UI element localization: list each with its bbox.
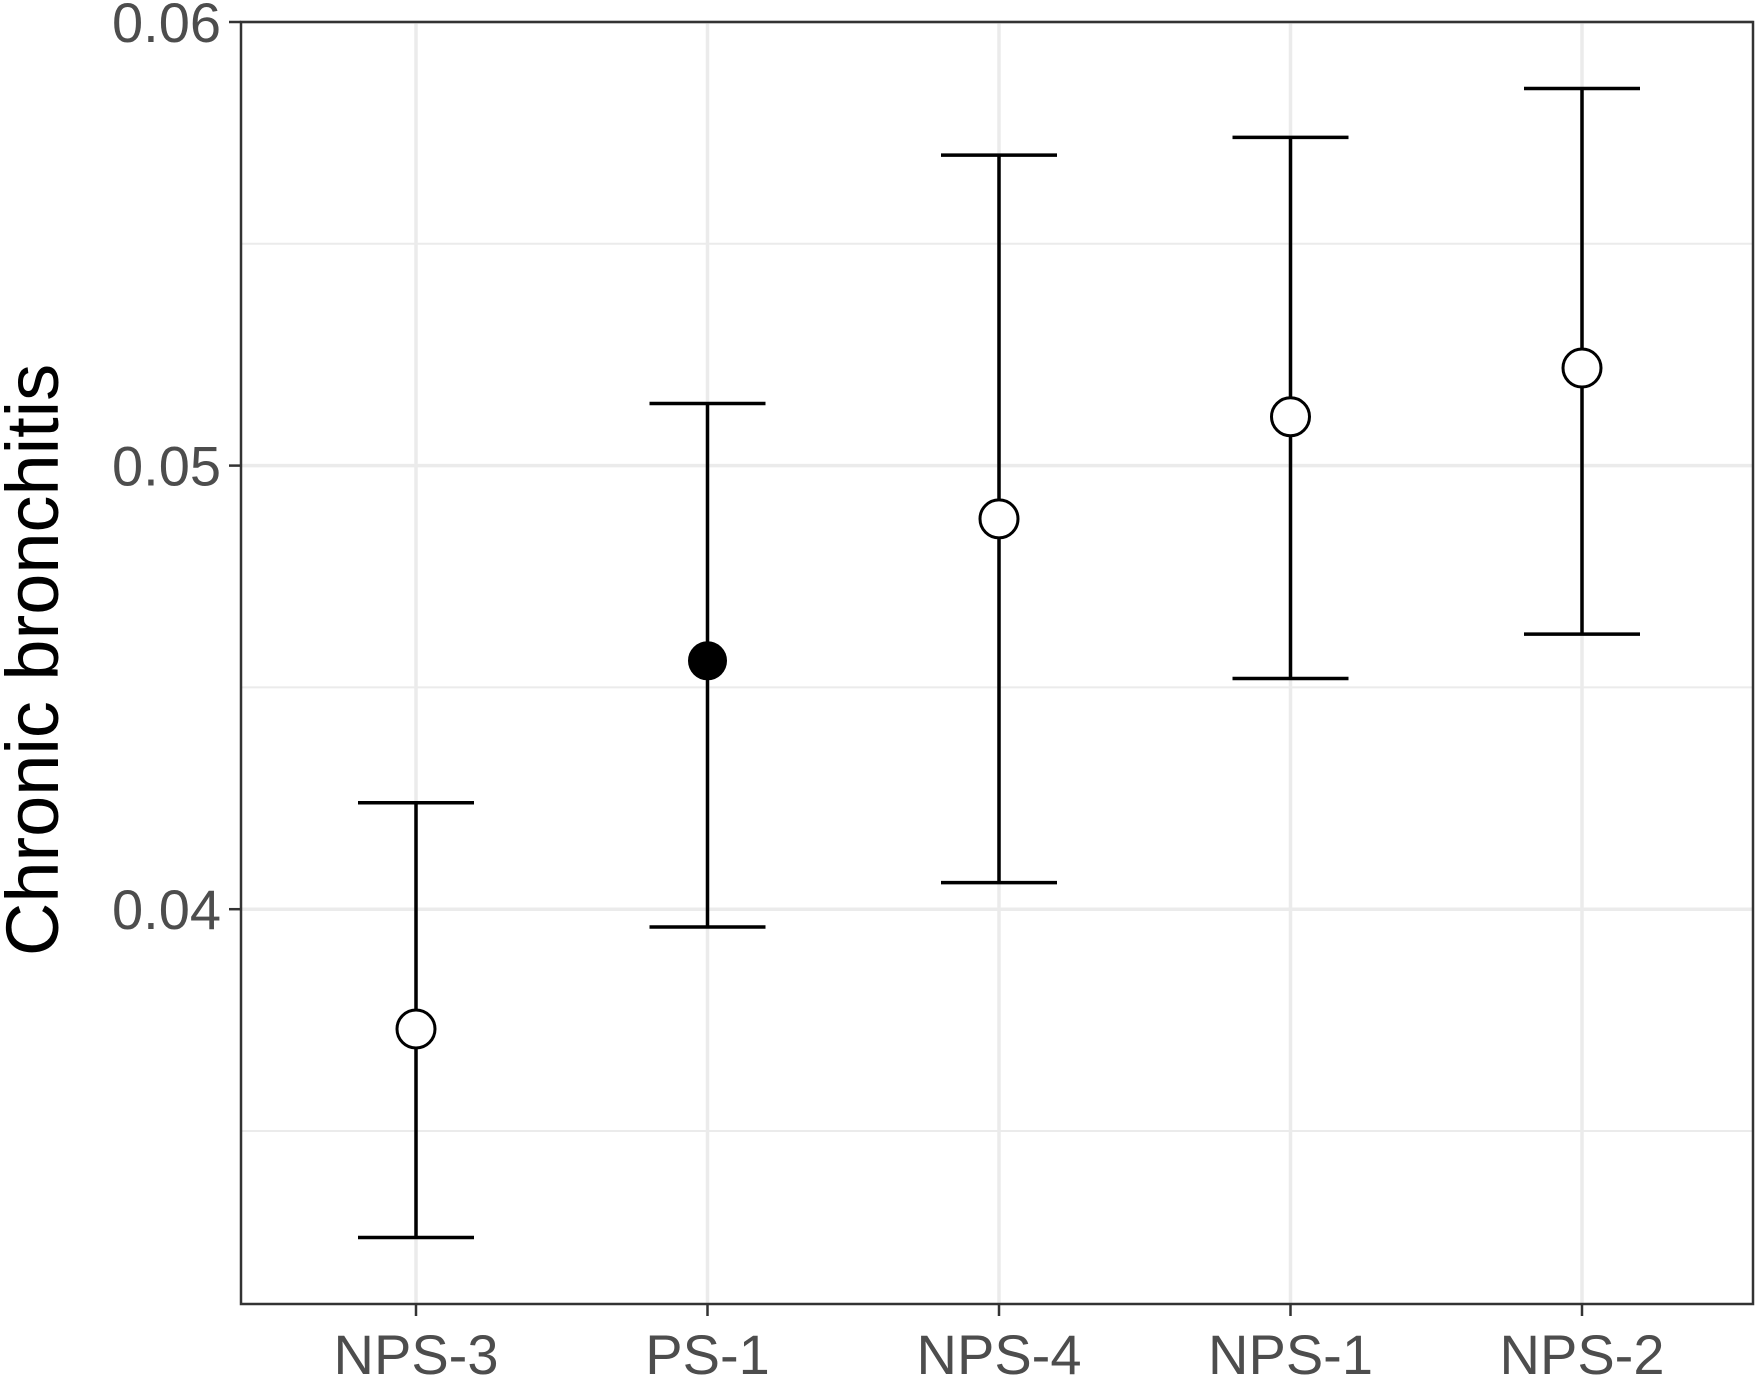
data-point	[978, 498, 1020, 540]
x-tick-label: PS-1	[645, 1323, 770, 1376]
data-point	[1561, 347, 1603, 389]
y-tick-label: 0.06	[112, 0, 221, 54]
x-tick-label: NPS-1	[1208, 1323, 1373, 1376]
data-point	[688, 641, 727, 681]
data-marks	[358, 86, 1640, 1240]
y-tick-label: 0.04	[112, 878, 221, 941]
x-tick-label: NPS-3	[334, 1323, 499, 1376]
errorbar-nps-4	[941, 153, 1057, 885]
data-point	[395, 1008, 437, 1050]
errorbar-ps-1	[649, 401, 766, 929]
x-tick-label: NPS-2	[1500, 1323, 1665, 1376]
errorbar-nps-2	[1524, 86, 1640, 636]
x-tick-label: NPS-4	[917, 1323, 1082, 1376]
errorbar-nps-3	[358, 800, 474, 1240]
axes: 0.04 0.05 0.06 NPS-3 PS-1 NPS-4 NPS-1 NPS-2	[112, 0, 1755, 1381]
y-tick-label: 0.05	[112, 435, 221, 498]
grid-lines	[241, 20, 1753, 1304]
y-axis-title: Chronic bronchitis	[0, 364, 74, 956]
data-point	[1270, 396, 1311, 438]
panel-border	[239, 20, 1755, 1306]
errorbar-nps-1	[1232, 135, 1349, 681]
